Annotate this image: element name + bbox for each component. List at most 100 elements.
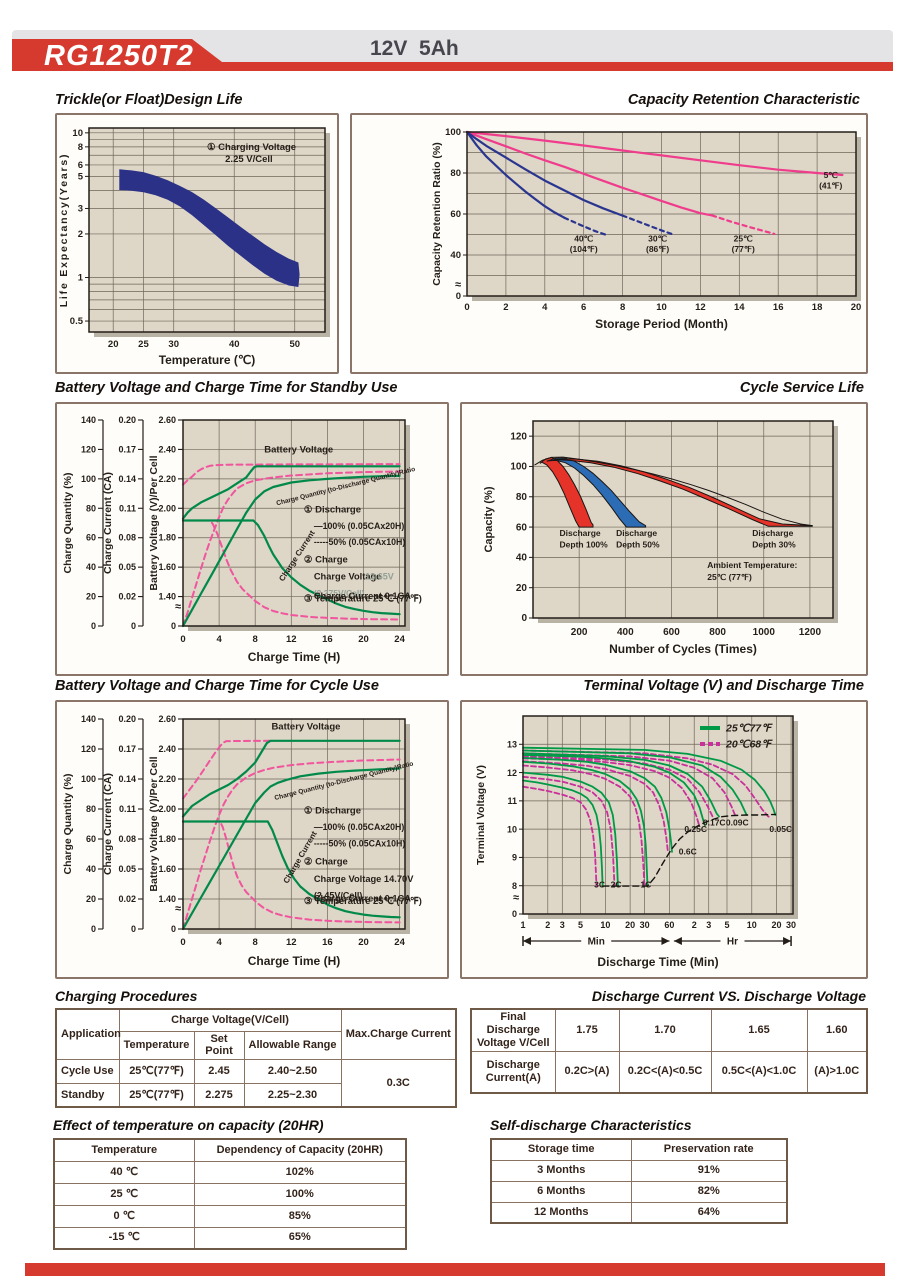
svg-text:2.25 V/Cell: 2.25 V/Cell: [225, 154, 273, 165]
svg-text:0.17: 0.17: [118, 444, 136, 454]
chart-title-terminal: Terminal Voltage (V) and Discharge Time: [583, 678, 864, 694]
svg-text:Battery Voltage (V)/Per Cell: Battery Voltage (V)/Per Cell: [148, 455, 160, 590]
svg-text:60: 60: [516, 522, 528, 533]
svg-text:10: 10: [747, 920, 757, 930]
svg-text:8: 8: [512, 881, 517, 891]
svg-text:0.08: 0.08: [118, 533, 136, 543]
svg-text:Charge Current (CA): Charge Current (CA): [102, 773, 114, 875]
svg-text:0.5: 0.5: [70, 316, 84, 327]
svg-text:30: 30: [640, 920, 650, 930]
svg-text:1: 1: [520, 920, 525, 930]
svg-text:9: 9: [512, 853, 517, 863]
chart-title-standby: Battery Voltage and Charge Time for Stan…: [55, 380, 398, 396]
svg-text:60: 60: [86, 834, 96, 844]
table-cell: Allowable Range: [243, 1030, 342, 1060]
svg-text:80: 80: [516, 492, 528, 503]
svg-text:Discharge: Discharge: [616, 528, 657, 538]
svg-text:Charge Quantity (%): Charge Quantity (%): [62, 774, 74, 875]
svg-text:③ Temperature 25℃ (77℉): ③ Temperature 25℃ (77℉): [304, 896, 422, 906]
table-cell: 12 Months: [490, 1201, 632, 1224]
svg-text:0.14: 0.14: [118, 774, 136, 784]
svg-text:100: 100: [445, 127, 461, 138]
svg-text:10: 10: [600, 920, 610, 930]
svg-text:Battery Voltage (V)/Per Cell: Battery Voltage (V)/Per Cell: [148, 756, 160, 891]
svg-text:60: 60: [450, 209, 461, 220]
svg-text:0.02: 0.02: [118, 894, 136, 904]
svg-text:20: 20: [772, 920, 782, 930]
svg-text:60: 60: [86, 533, 96, 543]
svg-text:20: 20: [86, 894, 96, 904]
svg-text:2.40: 2.40: [158, 744, 176, 754]
svg-text:10: 10: [507, 824, 517, 834]
panel-capacity-retention: 0 2 4 6 8 10 12 14 16 18 20 0 40 60 80 100 Capacity Rete…: [350, 113, 868, 374]
svg-text:30℃: 30℃: [648, 234, 667, 244]
table-cell: 1.65: [710, 1008, 808, 1052]
svg-text:(104℉): (104℉): [570, 244, 598, 254]
chart-title-cycle-charge: Battery Voltage and Charge Time for Cycl…: [55, 678, 379, 694]
svg-text:Min: Min: [588, 937, 605, 948]
svg-text:6: 6: [581, 302, 586, 313]
table: Storage time Preservation rate 3 Months 91%…: [490, 1138, 788, 1224]
svg-text:1.60: 1.60: [158, 864, 176, 874]
svg-text:Depth 100%: Depth 100%: [560, 540, 609, 550]
table-cell: Preservation rate: [630, 1138, 788, 1161]
temperature-capacity-table: Temperature Dependency of Capacity (20HR)…: [53, 1138, 407, 1250]
svg-text:Number of Cycles (Times): Number of Cycles (Times): [609, 642, 757, 656]
panel-trickle-design-life: 20 25 30 40 50 10 8 6 5 3 2 1 0.5 Life Expectancy(Yea…: [55, 113, 339, 374]
svg-text:3: 3: [560, 920, 565, 930]
table-cell: 1.60: [806, 1008, 868, 1052]
table-cell: Standby: [55, 1082, 120, 1108]
svg-text:Battery Voltage: Battery Voltage: [271, 722, 340, 733]
svg-text:0.11: 0.11: [119, 804, 136, 814]
svg-text:(2.45V/Cell): (2.45V/Cell): [314, 890, 363, 900]
table-cell: 64%: [630, 1201, 788, 1224]
table-cell: 40 ℃: [53, 1160, 195, 1184]
table-cell: 3 Months: [490, 1159, 632, 1182]
svg-text:≈: ≈: [513, 892, 519, 904]
svg-text:② Charge: ② Charge: [304, 857, 348, 868]
svg-text:2.60: 2.60: [158, 415, 176, 425]
svg-text:60: 60: [664, 920, 674, 930]
table-cell: 2.25~2.30: [243, 1082, 342, 1108]
table-cell: 1.75: [554, 1008, 620, 1052]
svg-text:1.40: 1.40: [158, 894, 176, 904]
svg-text:0: 0: [456, 291, 461, 302]
svg-text:—100% (0.05CAx20H): —100% (0.05CAx20H): [314, 521, 405, 531]
table-cell: 91%: [630, 1159, 788, 1182]
svg-text:100: 100: [81, 474, 96, 484]
svg-text:5: 5: [78, 172, 84, 183]
svg-text:20: 20: [625, 920, 635, 930]
svg-text:Temperature (℃): Temperature (℃): [159, 353, 256, 367]
chart-standby-charge: 0 4 8 12 16 20 24 0 20 40 60 80 100 120 140 Charge Quan…: [62, 415, 422, 664]
svg-text:1.80: 1.80: [158, 834, 176, 844]
svg-text:③ Temperature 25℃ (77℉): ③ Temperature 25℃ (77℉): [304, 594, 422, 604]
table-cell: 0.5C<(A)<1.0C: [710, 1050, 808, 1094]
svg-text:Charge Time (H): Charge Time (H): [248, 954, 340, 968]
svg-text:Hr: Hr: [727, 937, 738, 948]
svg-text:0.17: 0.17: [118, 744, 136, 754]
svg-text:-----50% (0.05CAx10H): -----50% (0.05CAx10H): [314, 839, 405, 849]
voltage-capacity: 12V 5Ah: [370, 37, 459, 60]
svg-text:30: 30: [786, 920, 796, 930]
svg-text:40℃: 40℃: [574, 234, 593, 244]
svg-text:20: 20: [108, 339, 119, 350]
svg-text:120: 120: [510, 431, 527, 442]
table-cell: 25℃(77℉): [118, 1058, 195, 1084]
svg-text:2: 2: [503, 302, 508, 313]
table-cell: 1.70: [618, 1008, 712, 1052]
svg-text:12: 12: [507, 768, 517, 778]
svg-text:8: 8: [620, 302, 625, 313]
svg-text:Terminal Voltage (V): Terminal Voltage (V): [475, 765, 487, 865]
svg-text:1.80: 1.80: [158, 533, 176, 543]
svg-text:8: 8: [253, 937, 258, 948]
svg-text:0.11: 0.11: [119, 503, 136, 513]
svg-text:Charge Current 0.1CA: Charge Current 0.1CA: [314, 591, 411, 601]
chart-title-trickle: Trickle(or Float)Design Life: [55, 92, 243, 108]
svg-text:0: 0: [131, 924, 136, 934]
table-cell: 65%: [193, 1226, 407, 1250]
self-discharge-table: Storage time Preservation rate 3 Months 91%…: [490, 1138, 788, 1224]
svg-text:1200: 1200: [799, 627, 822, 638]
svg-text:Storage Period (Month): Storage Period (Month): [595, 317, 728, 331]
svg-text:Capacity Retention Ratio (%): Capacity Retention Ratio (%): [431, 142, 443, 286]
